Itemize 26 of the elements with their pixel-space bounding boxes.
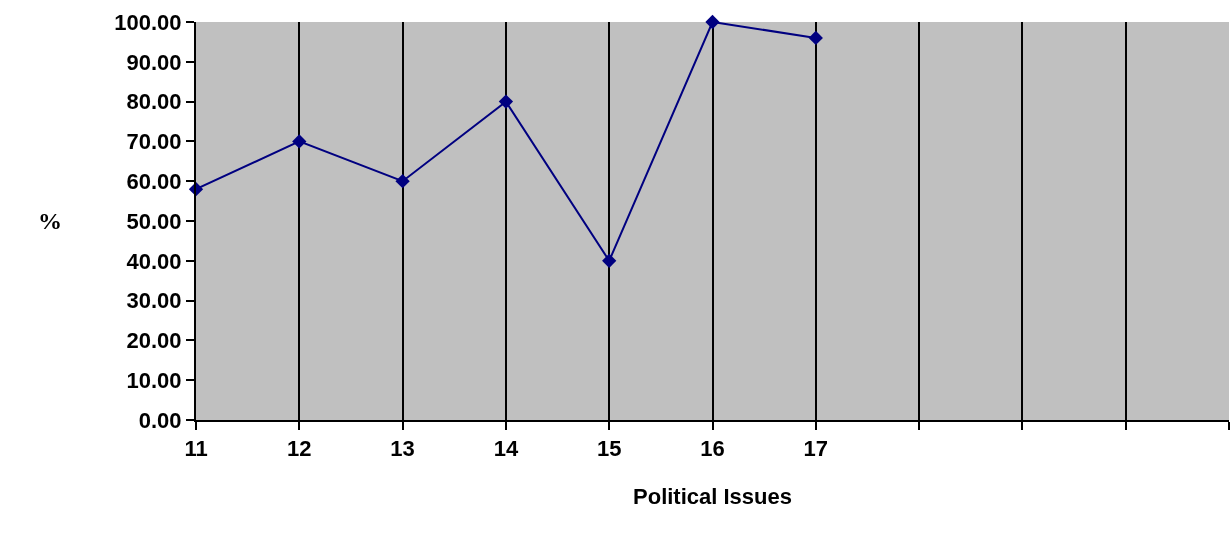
x-tick-label: 11 bbox=[184, 436, 208, 462]
y-tick-label: 20.00 bbox=[126, 328, 182, 354]
y-tick-label: 10.00 bbox=[126, 367, 182, 393]
point bbox=[395, 174, 410, 189]
y-tick-label: 40.00 bbox=[126, 248, 182, 274]
point bbox=[498, 94, 514, 109]
y-tick-label: 100.00 bbox=[114, 9, 182, 35]
x-axis-title: Political Issues bbox=[633, 483, 792, 509]
x-tick-label: 15 bbox=[596, 436, 622, 462]
y-tick-label: 50.00 bbox=[126, 208, 182, 234]
point bbox=[602, 253, 617, 268]
point bbox=[808, 30, 823, 46]
y-tick-label: 0.00 bbox=[138, 407, 182, 433]
x-tick-label: 13 bbox=[390, 436, 415, 462]
y-tick-label: 30.00 bbox=[126, 288, 182, 314]
y-axis-title: % bbox=[38, 208, 62, 234]
point bbox=[292, 134, 307, 149]
x-tick-label: 17 bbox=[803, 436, 829, 462]
x-tick-label: 12 bbox=[287, 436, 312, 462]
point bbox=[705, 14, 720, 30]
y-tick-label: 60.00 bbox=[126, 168, 182, 194]
x-tick-label: 16 bbox=[700, 436, 725, 462]
y-tick-label: 70.00 bbox=[126, 129, 182, 155]
y-tick-label: 90.00 bbox=[126, 49, 182, 75]
x-tick-label: 14 bbox=[493, 436, 519, 462]
y-tick-label: 80.00 bbox=[126, 89, 182, 115]
